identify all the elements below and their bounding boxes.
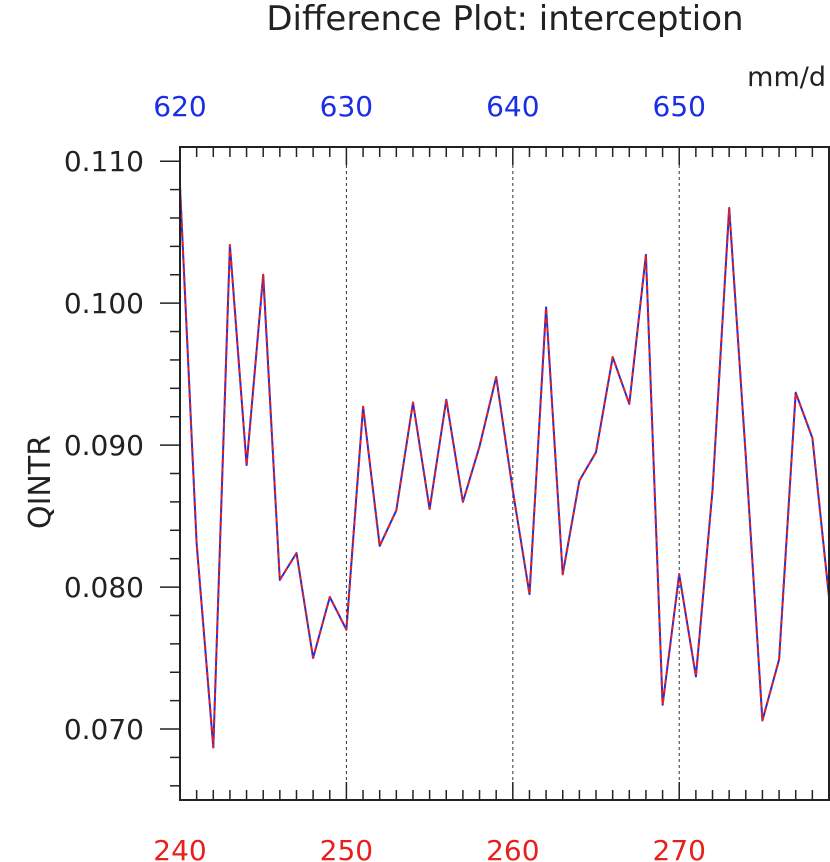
y-tick-label: 0.070 xyxy=(64,713,144,746)
units-label: mm/d xyxy=(747,62,826,93)
y-axis-label: QINTR xyxy=(23,435,58,529)
series-line-blue xyxy=(179,186,830,749)
gridlines xyxy=(345,147,680,800)
series-lines xyxy=(179,186,830,749)
y-tick-label: 0.080 xyxy=(64,571,144,604)
x-top-tick-label: 640 xyxy=(486,90,539,123)
y-tick-label: 0.100 xyxy=(64,287,144,320)
x-bottom-tick-label: 250 xyxy=(320,834,373,862)
x-top-tick-label: 650 xyxy=(653,90,706,123)
x-bottom-tick-label: 270 xyxy=(653,834,706,862)
axis-ticks xyxy=(160,147,830,800)
series-line-red-dashed xyxy=(179,186,830,749)
chart-title: Difference Plot: interception xyxy=(266,0,743,39)
x-top-tick-label: 630 xyxy=(320,90,373,123)
y-tick-label: 0.090 xyxy=(64,429,144,462)
x-bottom-tick-label: 260 xyxy=(486,834,539,862)
tick-labels: 0.070 0.080 0.090 0.100 0.110 240 250 260 270 620… xyxy=(64,90,706,862)
plot-frame xyxy=(179,146,830,801)
x-top-tick-label: 620 xyxy=(153,90,206,123)
x-bottom-tick-label: 240 xyxy=(153,834,206,862)
y-tick-label: 0.110 xyxy=(64,145,144,178)
